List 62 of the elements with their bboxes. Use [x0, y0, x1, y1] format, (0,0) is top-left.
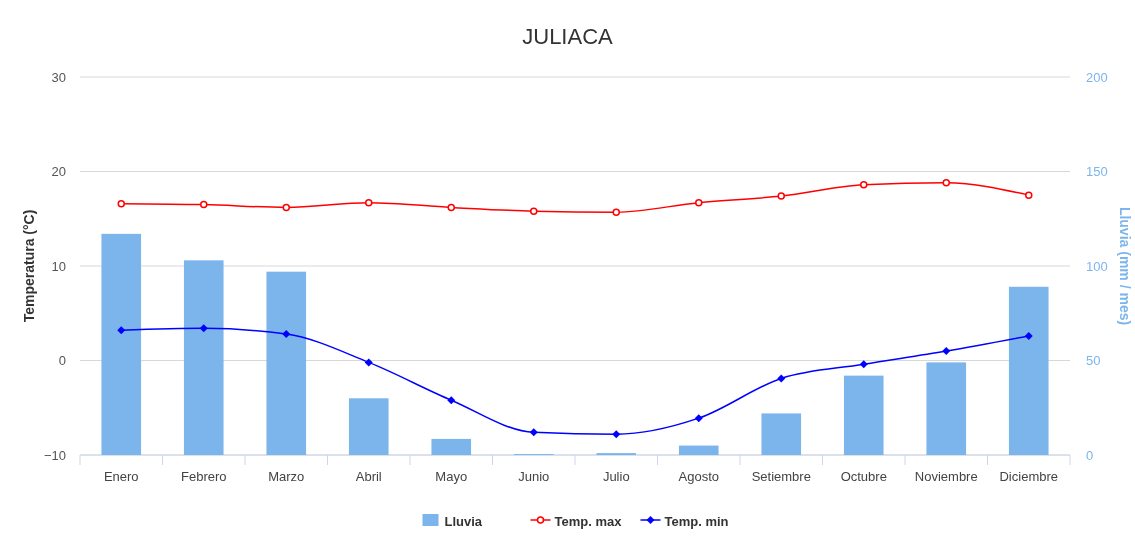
y-tick-label: 30	[51, 69, 66, 85]
point	[447, 396, 456, 405]
point	[860, 180, 868, 189]
legend-label: Lluvia	[444, 514, 483, 529]
point	[1024, 331, 1033, 340]
x-tick-label: Mayo	[435, 469, 468, 484]
bar	[926, 362, 967, 455]
chart-title: JULIACA	[522, 24, 614, 49]
point	[695, 198, 703, 207]
point	[942, 347, 951, 356]
y2-tick-label: 150	[1086, 164, 1108, 180]
point	[117, 199, 125, 208]
x-tick-label: Marzo	[268, 469, 305, 484]
point	[117, 326, 126, 335]
y2-axis-title: Lluvia (mm / mes)	[1117, 206, 1133, 326]
point	[612, 208, 620, 216]
point	[282, 330, 291, 339]
y-tick-label: −10	[43, 447, 66, 463]
y-axis-title: Temperatura (°C)	[21, 209, 37, 323]
x-tick-label: Febrero	[180, 469, 227, 484]
y-tick-label: 0	[58, 353, 66, 369]
x-tick-label: Enero	[103, 469, 139, 484]
y2-tick-label: 0	[1086, 447, 1094, 463]
x-tick-label: Noviembre	[914, 469, 978, 484]
x-tick-label: Julio	[602, 469, 630, 484]
y2-tick-label: 50	[1086, 353, 1101, 369]
x-tick-label: Setiembre	[751, 469, 811, 484]
point	[1025, 191, 1033, 199]
point	[777, 374, 786, 383]
x-tick-label: Octubre	[840, 469, 887, 484]
bar	[101, 233, 142, 455]
point	[529, 428, 538, 437]
point	[200, 200, 208, 209]
y2-tick-label: 100	[1086, 258, 1108, 274]
point	[365, 198, 373, 207]
bar	[761, 413, 802, 455]
point	[199, 324, 208, 333]
point	[777, 192, 785, 200]
bar	[266, 271, 307, 455]
point	[612, 430, 621, 439]
bar	[431, 438, 472, 455]
point	[942, 179, 950, 187]
y2-tick-label: 200	[1086, 69, 1108, 85]
point	[694, 414, 703, 423]
x-tick-label: Diciembre	[999, 469, 1059, 484]
point	[859, 360, 868, 369]
bar	[348, 398, 389, 455]
bar	[678, 445, 719, 455]
legend-label: Temp. min	[664, 514, 729, 529]
y-tick-label: 20	[51, 164, 66, 180]
bar	[843, 375, 884, 455]
bar	[183, 260, 224, 455]
bar	[1008, 286, 1049, 455]
legend-label: Temp. max	[554, 514, 623, 529]
x-tick-label: Abril	[355, 469, 382, 484]
x-tick-label: Junio	[518, 469, 550, 484]
point	[447, 203, 455, 212]
x-tick-label: Agosto	[678, 469, 719, 484]
point	[282, 203, 290, 212]
point	[364, 358, 373, 367]
y-tick-label: 10	[51, 258, 66, 274]
point	[530, 207, 538, 215]
